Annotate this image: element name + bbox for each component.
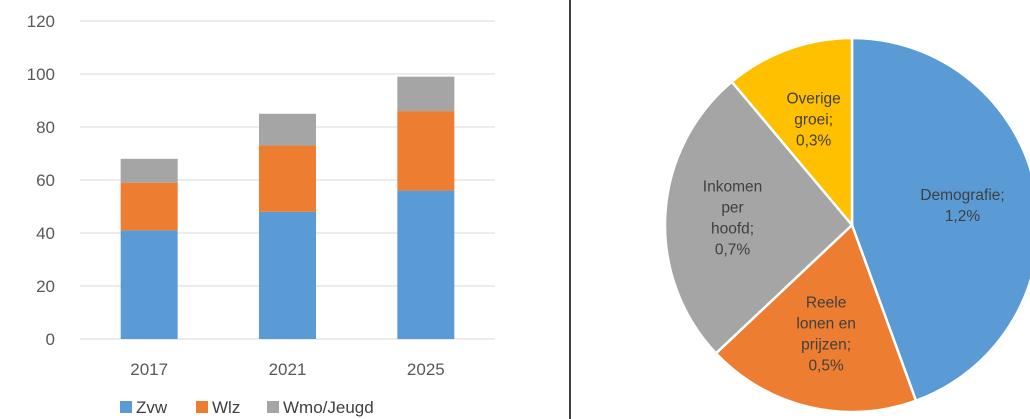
pie-slice-label: Inkomen: [703, 179, 762, 196]
pie-slice: [663, 79, 854, 356]
pie-slice-label: 1,2%: [945, 208, 981, 225]
x-tick-label: 2017: [130, 360, 168, 379]
bar-zvw-2021: [259, 211, 316, 339]
bar-wmo-jeugd-2017: [120, 158, 178, 183]
bar-wmo-jeugd-2021: [259, 113, 316, 146]
legend-swatch: [196, 401, 208, 413]
y-tick-label: 60: [36, 171, 55, 190]
pie-slice-labels: Demografie; 1,2% Reele lonen en prijzen; 0,5%…: [703, 91, 1005, 375]
bar-wlz-2017: [120, 182, 178, 231]
pie-chart: Demografie; 1,2% Reele lonen en prijzen; 0,5%…: [663, 36, 1030, 414]
x-tick-label: 2021: [269, 360, 307, 379]
pie-slice-label: Overige: [786, 91, 840, 108]
legend-swatch: [120, 401, 132, 413]
x-axis-ticks: 2017 2021 2025: [130, 360, 444, 379]
x-tick-label: 2025: [407, 360, 445, 379]
pie-slice-label: groei;: [794, 112, 833, 129]
bar-zvw-2025: [397, 190, 455, 339]
legend-label: Zvw: [136, 398, 168, 417]
pie-slice-label: per: [721, 200, 743, 217]
bar-wlz-2021: [259, 145, 316, 212]
legend-label: Wmo/Jeugd: [283, 398, 374, 417]
pie-slice-label: 0,7%: [715, 242, 751, 259]
pie-slice: [714, 222, 918, 414]
legend: Zvw Wlz Wmo/Jeugd: [120, 398, 374, 417]
pie-slice-label: prijzen;: [801, 337, 851, 354]
y-axis-ticks: 0 20 40 60 80 100 120: [27, 12, 55, 349]
pie-slices: [663, 36, 1030, 414]
y-tick-label: 80: [36, 118, 55, 137]
pie-slice-label: 0,3%: [796, 133, 832, 150]
legend-swatch: [267, 401, 279, 413]
y-tick-label: 20: [36, 277, 55, 296]
y-tick-label: 40: [36, 224, 55, 243]
pie-slice: [730, 36, 854, 229]
pie-slice-label: lonen en: [796, 316, 855, 333]
y-tick-label: 100: [27, 65, 55, 84]
bar-wmo-jeugd-2025: [397, 76, 455, 112]
pie-slice-label: 0,5%: [808, 358, 844, 375]
y-tick-label: 120: [27, 12, 55, 31]
pie-slice-label: Reele: [806, 295, 847, 312]
pie-slice: [850, 36, 1030, 403]
bars: [120, 76, 455, 339]
bar-wlz-2025: [397, 111, 455, 191]
pie-slice-label: hoofd;: [711, 221, 754, 238]
legend-label: Wlz: [212, 398, 240, 417]
y-tick-label: 0: [46, 330, 55, 349]
stacked-bar-chart: 0 20 40 60 80 100 120 2017 2021 2025 Zvw Wlz Wmo/J…: [27, 12, 495, 417]
pie-slice-label: Demografie;: [920, 187, 1004, 204]
bar-zvw-2017: [120, 230, 178, 339]
